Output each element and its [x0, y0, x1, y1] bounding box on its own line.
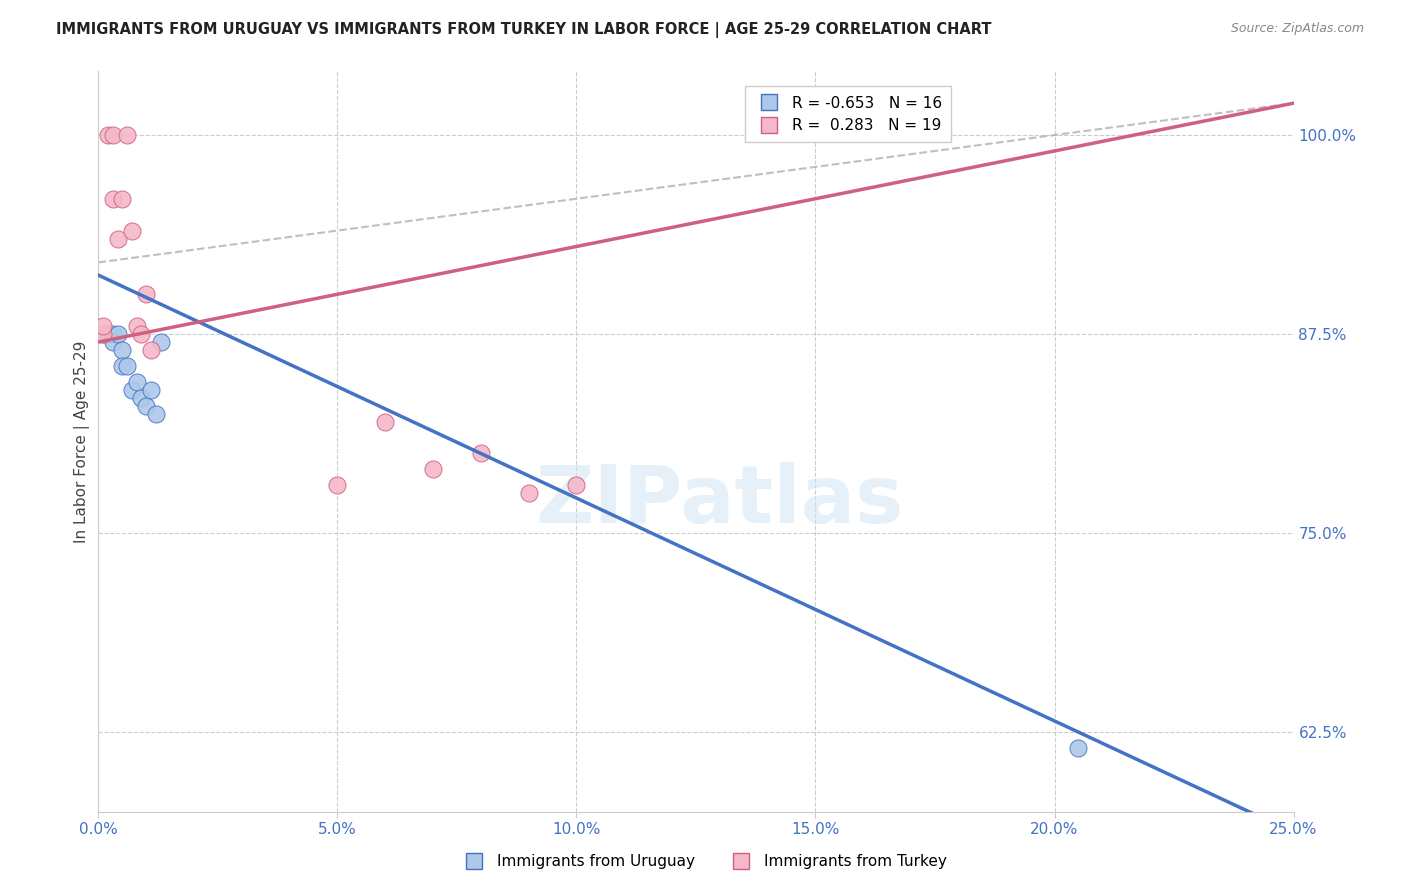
Point	[121, 223, 143, 237]
Point	[111, 192, 134, 206]
Point	[121, 383, 143, 397]
Point	[91, 319, 114, 334]
Text: IMMIGRANTS FROM URUGUAY VS IMMIGRANTS FROM TURKEY IN LABOR FORCE | AGE 25-29 COR: IMMIGRANTS FROM URUGUAY VS IMMIGRANTS FR…	[56, 22, 991, 38]
Point	[139, 343, 162, 357]
Point	[517, 486, 540, 500]
Legend: Immigrants from Uruguay, Immigrants from Turkey: Immigrants from Uruguay, Immigrants from…	[453, 848, 953, 875]
Legend: R = -0.653   N = 16, R =  0.283   N = 19: R = -0.653 N = 16, R = 0.283 N = 19	[745, 87, 952, 143]
Point	[470, 446, 492, 460]
Point	[139, 383, 162, 397]
Point	[97, 327, 120, 342]
Point	[101, 327, 124, 342]
Point	[135, 399, 157, 413]
Point	[145, 407, 167, 421]
Point	[111, 343, 134, 357]
Point	[131, 391, 153, 405]
Point	[101, 128, 124, 142]
Text: ZIPatlas: ZIPatlas	[536, 462, 904, 540]
Point	[149, 334, 172, 349]
Point	[101, 192, 124, 206]
Point	[125, 375, 148, 389]
Point	[115, 359, 138, 373]
Point	[326, 478, 349, 492]
Point	[422, 462, 444, 476]
Point	[111, 359, 134, 373]
Point	[91, 327, 114, 342]
Point	[107, 327, 129, 342]
Point	[97, 128, 120, 142]
Point	[131, 327, 153, 342]
Point	[374, 415, 396, 429]
Point	[125, 319, 148, 334]
Point	[107, 231, 129, 245]
Text: Source: ZipAtlas.com: Source: ZipAtlas.com	[1230, 22, 1364, 36]
Point	[135, 287, 157, 301]
Point	[101, 334, 124, 349]
Y-axis label: In Labor Force | Age 25-29: In Labor Force | Age 25-29	[75, 341, 90, 542]
Point	[1067, 741, 1090, 756]
Point	[565, 478, 588, 492]
Point	[91, 327, 114, 342]
Point	[115, 128, 138, 142]
